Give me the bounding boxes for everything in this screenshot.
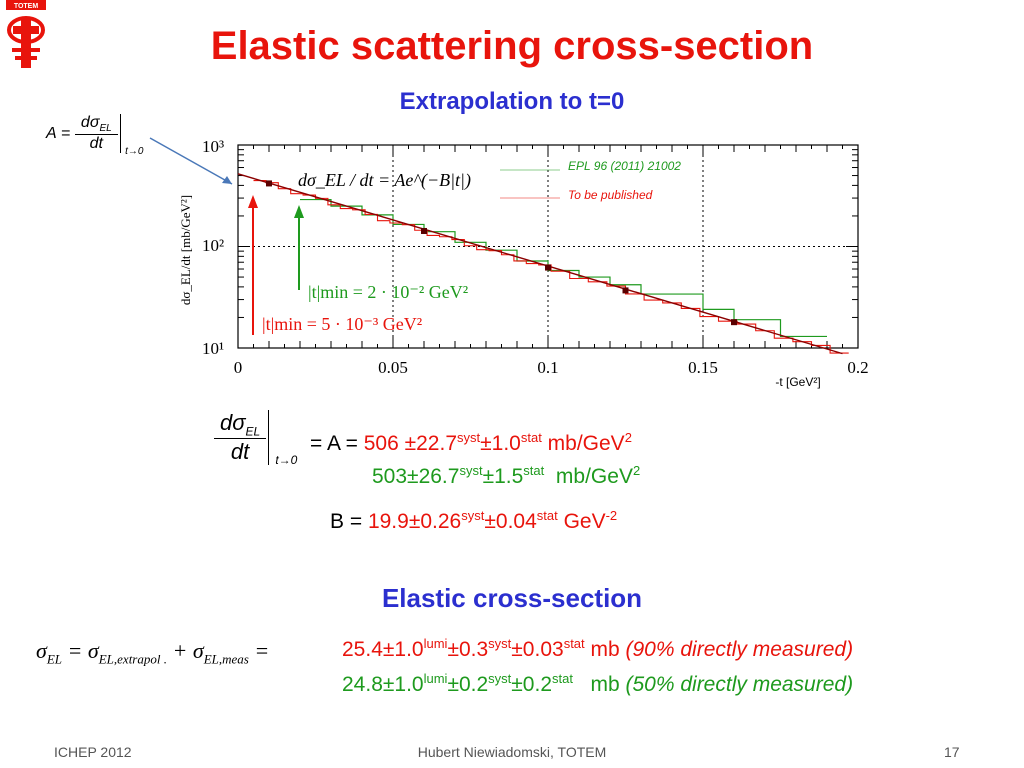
s2-unit: mb <box>572 673 626 696</box>
s2-lumi: lumi <box>423 671 448 686</box>
totem-logo-icon: TOTEM <box>6 0 46 68</box>
s1-syst-part: ±0.3 <box>447 638 489 661</box>
y-axis-label: dσ_EL/dt [mb/GeV²] <box>178 195 193 305</box>
s1-stat-part: ±0.03 <box>511 638 564 661</box>
b-syst: syst <box>461 508 485 523</box>
pointer-arrow-head <box>222 176 232 184</box>
y-tick-label: 10¹ <box>202 339 224 358</box>
a2-unit: mb/GeV <box>544 465 633 488</box>
result-dsdt-den: dt <box>230 439 250 465</box>
result-dsdt-limit: t→0 <box>275 452 298 467</box>
b-unit: GeV <box>557 510 606 533</box>
y-tick-label: 10² <box>202 236 224 255</box>
formula-a: A = dσEL dt t→0 <box>46 114 144 157</box>
a-eq: = A = <box>310 432 358 455</box>
sigma-sub2: EL,meas <box>203 651 249 667</box>
slide-subtitle: Extrapolation to t=0 <box>399 88 625 115</box>
a1-stat: stat <box>520 430 542 445</box>
s1-unit: mb <box>584 638 626 661</box>
sigma-formula: σEL = σEL,extrapol . + σEL,meas = <box>36 638 269 667</box>
data-markers <box>266 180 737 326</box>
formula-a-eq: = <box>61 124 71 142</box>
a1-stat-part: ±1.0 <box>480 432 521 455</box>
s1-note: (90% directly measured) <box>625 638 854 661</box>
sigma-eq2: = <box>248 638 270 663</box>
s2-stat: stat <box>552 671 573 686</box>
a-value-line1: = A = 506 ±22.7syst±1.0stat mb/GeV2 <box>310 430 632 456</box>
result-dsdt: dσEL dt t→0 <box>214 410 298 467</box>
formula-a-num: dσ <box>80 114 100 131</box>
result-dsdt-num: dσ <box>220 410 246 435</box>
data-marker <box>266 180 272 187</box>
s1-value: 25.4±1.0 <box>342 638 424 661</box>
formula-a-lhs: A <box>46 124 57 142</box>
a1-value: 506 ±22.7 <box>363 432 458 455</box>
sigma-lhs-sub: EL <box>46 651 63 667</box>
a1-unit-sup: 2 <box>624 430 632 445</box>
s2-syst: syst <box>488 671 512 686</box>
legend-published: To be published <box>568 188 653 202</box>
sigma-eq1: = σ <box>62 638 99 663</box>
s2-value: 24.8±1.0 <box>342 673 424 696</box>
plot-grid <box>238 145 858 348</box>
b-stat: stat <box>536 508 558 523</box>
b-value: 19.9±0.26 <box>367 510 462 533</box>
formula-a-den: dt <box>89 135 103 153</box>
data-marker <box>545 264 551 271</box>
formula-a-num-sub: EL <box>99 123 112 135</box>
elastic-cross-section-title: Elastic cross-section <box>381 583 643 613</box>
sigma-line1: 25.4±1.0lumi±0.3syst±0.03stat mb (90% di… <box>342 636 853 662</box>
green-tmin-arrow-head <box>294 205 304 218</box>
s1-lumi: lumi <box>423 636 448 651</box>
svg-text:TOTEM: TOTEM <box>14 3 39 10</box>
a2-syst: syst <box>459 463 483 478</box>
footer-author: Hubert Niewiadomski, TOTEM <box>417 744 607 760</box>
a2-stat-part: ±1.5 <box>482 465 524 488</box>
a2-value: 503±26.7 <box>372 465 460 488</box>
plot-ticks <box>237 145 859 349</box>
data-marker <box>731 319 737 326</box>
b-stat-part: ±0.04 <box>484 510 537 533</box>
data-marker <box>421 227 427 234</box>
x-tick-label: 0.1 <box>537 358 558 377</box>
x-tick-label: 0 <box>234 358 243 377</box>
a2-stat: stat <box>523 463 545 478</box>
sigma-sub1: EL,extrapol . <box>98 651 167 667</box>
b-unit-sup: -2 <box>605 508 618 523</box>
red-tmin-label: |t|min = 5 · 10⁻³ GeV² <box>262 314 422 334</box>
x-tick-label: 0.05 <box>378 358 408 377</box>
totem-logo: TOTEM <box>4 0 50 72</box>
footer-page-number: 17 <box>944 744 960 760</box>
x-tick-label: 0.15 <box>688 358 718 377</box>
legend-epl: EPL 96 (2011) 21002 <box>568 159 681 173</box>
b-value-line: B = 19.9±0.26syst±0.04stat GeV-2 <box>330 508 617 534</box>
s1-stat: stat <box>563 636 585 651</box>
pointer-arrow <box>149 137 233 185</box>
formula-a-limit: t→0 <box>125 145 144 157</box>
red-tmin-arrow-head <box>248 195 258 208</box>
a-value-line2: 503±26.7syst±1.5stat mb/GeV2 <box>372 463 640 489</box>
cross-section-plot: 0 0.05 0.1 0.15 0.2 10¹ 10² 10³ dσ_EL/dt… <box>149 137 869 389</box>
data-marker <box>622 287 629 294</box>
y-tick-label: 10³ <box>202 137 224 156</box>
a1-unit: mb/GeV <box>541 432 625 455</box>
a2-unit-sup: 2 <box>632 463 641 478</box>
s2-note: (50% directly measured) <box>625 673 854 696</box>
fit-formula: dσ_EL / dt = Ae^(−B|t|) <box>298 170 471 191</box>
sigma-lhs: σ <box>36 638 47 663</box>
a1-syst: syst <box>457 430 481 445</box>
result-dsdt-num-sub: EL <box>245 424 261 439</box>
slide-title: Elastic scattering cross-section <box>210 24 814 68</box>
s2-syst-part: ±0.2 <box>447 673 489 696</box>
b-label: B = <box>330 510 368 533</box>
x-tick-label: 0.2 <box>847 358 868 377</box>
s1-syst: syst <box>488 636 512 651</box>
fit-line <box>237 173 843 355</box>
s2-stat-part: ±0.2 <box>511 673 552 696</box>
x-axis-label: -t [GeV²] <box>775 375 820 389</box>
sigma-plus: + σ <box>166 638 204 663</box>
green-tmin-label: |t|min = 2 · 10⁻² GeV² <box>308 282 468 302</box>
footer-conference: ICHEP 2012 <box>54 744 132 760</box>
sigma-line2: 24.8±1.0lumi±0.2syst±0.2stat mb (50% dir… <box>342 671 853 697</box>
